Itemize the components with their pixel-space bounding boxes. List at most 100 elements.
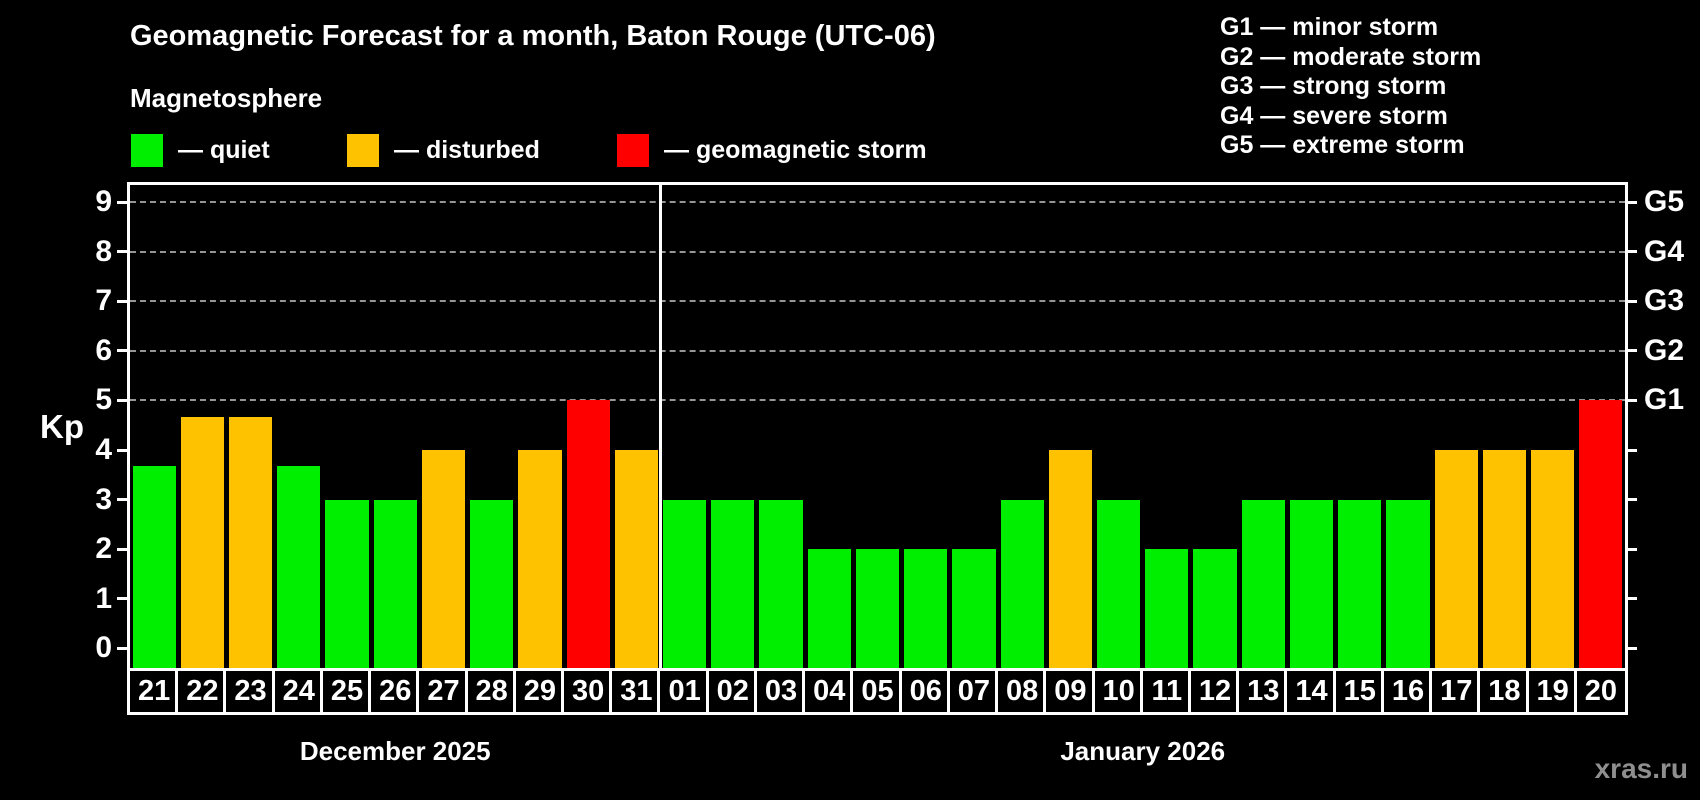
kp-bar xyxy=(711,499,755,668)
g-legend-line-g3: G3 — strong storm xyxy=(1220,72,1447,100)
kp-bar xyxy=(1531,450,1575,668)
storm-swatch-icon xyxy=(617,133,649,167)
day-label-cell: 31 xyxy=(609,671,660,712)
y-tick-label: 1 xyxy=(95,581,112,615)
y-axis-title: Kp xyxy=(40,408,84,445)
kp-bar xyxy=(1386,499,1430,668)
day-label-cell: 27 xyxy=(416,671,467,712)
kp-bar xyxy=(1579,400,1623,668)
kp-bar xyxy=(904,549,948,668)
day-label-cell: 15 xyxy=(1332,671,1384,712)
day-label-cell: 09 xyxy=(1043,671,1094,712)
day-label-cell: 23 xyxy=(223,671,274,712)
g-scale-label-g2: G2 xyxy=(1644,333,1685,367)
status-legend: — quiet — disturbed — geomagnetic storm xyxy=(0,131,1700,169)
day-label-cell: 24 xyxy=(271,671,323,712)
y-tick-mark-left xyxy=(117,547,129,551)
day-label-cell: 12 xyxy=(1187,671,1239,712)
kp-bar xyxy=(1145,549,1189,668)
g-legend-line-g5: G5 — extreme storm xyxy=(1220,131,1465,159)
kp-bar xyxy=(470,499,514,668)
kp-bar xyxy=(1048,450,1092,668)
watermark: xras.ru xyxy=(1594,753,1688,784)
g-scale-label-g3: G3 xyxy=(1644,284,1685,318)
kp-bar xyxy=(1097,499,1141,668)
kp-bar xyxy=(662,499,707,668)
y-tick-mark-left xyxy=(117,398,129,402)
day-label-cell: 18 xyxy=(1477,671,1528,712)
day-label-cell: 20 xyxy=(1573,671,1625,712)
g-scale-legend: G1 — minor storm G2 — moderate storm G3 … xyxy=(1220,13,1481,161)
legend-label-quiet: — quiet xyxy=(178,135,270,164)
y-tick-mark-right xyxy=(1625,646,1637,650)
kp-bar xyxy=(759,499,803,668)
day-label-cell: 28 xyxy=(464,671,516,712)
month-separator xyxy=(658,185,662,668)
day-label-cell: 10 xyxy=(1091,671,1143,712)
y-tick-mark-left xyxy=(117,448,129,452)
y-tick-label: 0 xyxy=(95,631,112,665)
day-label-cell: 03 xyxy=(753,671,805,712)
y-tick-label: 5 xyxy=(95,383,112,417)
kp-bar xyxy=(132,466,176,668)
day-label-cell: 04 xyxy=(802,671,853,712)
g-legend-line-g4: G4 — severe storm xyxy=(1220,101,1448,130)
gridline-kp9 xyxy=(130,201,1625,204)
gridline-kp5 xyxy=(130,399,1625,402)
day-label-cell: 07 xyxy=(946,671,998,712)
y-tick-label: 3 xyxy=(95,482,112,516)
y-tick-mark-left xyxy=(117,200,129,204)
g-legend-line-g2: G2 — moderate storm xyxy=(1220,42,1482,71)
legend-label-storm: — geomagnetic storm xyxy=(664,135,927,164)
month-label: December 2025 xyxy=(299,736,491,766)
page-title: Geomagnetic Forecast for a month, Baton … xyxy=(130,20,936,52)
y-tick-mark-left xyxy=(117,349,129,353)
legend-item-disturbed: — disturbed xyxy=(347,131,540,169)
gridline-kp7 xyxy=(130,300,1625,303)
day-label-cell: 14 xyxy=(1284,671,1335,712)
kp-bar xyxy=(325,499,369,668)
gridline-kp8 xyxy=(130,250,1625,253)
kp-bar xyxy=(228,416,273,668)
day-label-cell: 26 xyxy=(368,671,419,712)
y-tick-label: 9 xyxy=(95,185,112,219)
kp-bar xyxy=(1434,450,1478,668)
y-tick-mark-left xyxy=(117,597,129,601)
g-legend-line-g1: G1 — minor storm xyxy=(1220,13,1439,41)
kp-bar xyxy=(373,499,417,668)
day-label-cell: 17 xyxy=(1429,671,1480,712)
y-tick-mark-right xyxy=(1625,349,1637,353)
legend-label-disturbed: — disturbed xyxy=(394,135,540,164)
day-label-cell: 16 xyxy=(1380,671,1432,712)
y-tick-mark-right xyxy=(1625,299,1637,303)
g-scale-label-g1: G1 xyxy=(1644,383,1685,417)
day-label-cell: 11 xyxy=(1139,671,1191,712)
day-label-cell: 30 xyxy=(561,671,612,712)
y-tick-mark-left xyxy=(117,299,129,303)
disturbed-swatch-icon xyxy=(347,133,379,167)
month-label: January 2026 xyxy=(1060,736,1226,766)
kp-bar xyxy=(1241,499,1285,668)
kp-bar xyxy=(518,450,562,668)
kp-bar xyxy=(180,416,224,668)
y-tick-mark-right xyxy=(1625,547,1637,551)
kp-bar xyxy=(421,450,466,668)
y-tick-label: 4 xyxy=(95,433,112,467)
kp-bar xyxy=(566,400,610,668)
g-scale-label-g5: G5 xyxy=(1644,185,1685,219)
x-axis-day-row: 21 22 23 24 25 26 27 28 29 30 31 01 02 03 04 05 06 07 08 09… xyxy=(127,668,1628,715)
legend-item-storm: — geomagnetic storm xyxy=(617,131,927,169)
quiet-swatch-icon xyxy=(131,133,163,167)
day-label-cell: 06 xyxy=(898,671,950,712)
y-tick-mark-left xyxy=(117,250,129,254)
y-tick-mark-right xyxy=(1625,250,1637,254)
kp-bar xyxy=(855,549,900,668)
chart-subtitle: Magnetosphere xyxy=(130,83,323,113)
day-label-cell: 19 xyxy=(1525,671,1577,712)
plot-area xyxy=(127,182,1628,671)
kp-bar xyxy=(1338,499,1382,668)
y-tick-mark-right xyxy=(1625,398,1637,402)
day-label-cell: 05 xyxy=(850,671,901,712)
kp-bar xyxy=(1482,450,1527,668)
